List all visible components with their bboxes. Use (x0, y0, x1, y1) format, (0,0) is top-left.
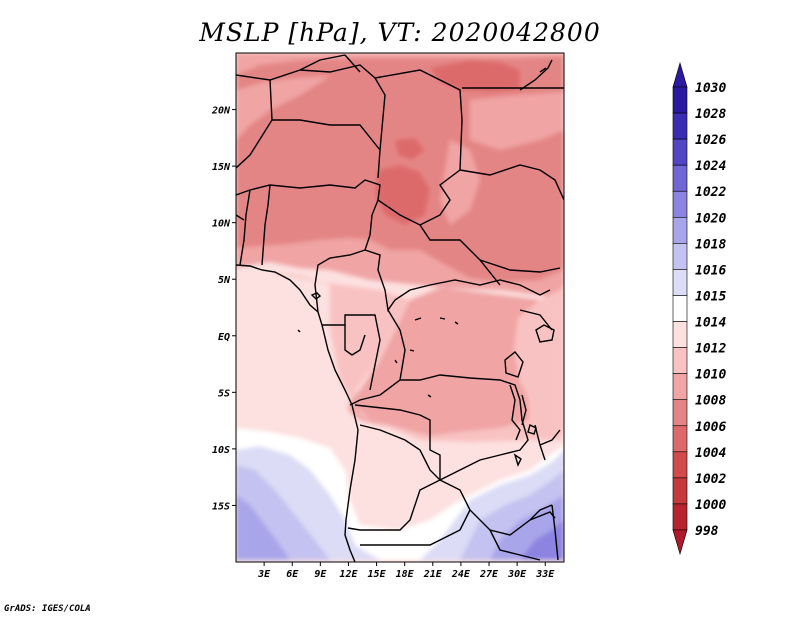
colorbar-swatch (672, 164, 688, 192)
colorbar-swatch (672, 347, 688, 374)
colorbar-label: 1008 (695, 394, 726, 409)
colorbar-label: 1020 (695, 211, 726, 226)
colorbar-label: 1024 (695, 159, 726, 174)
colorbar-swatch (672, 190, 688, 218)
colorbar-swatch (672, 503, 688, 531)
lon-tick-label: 21E (423, 569, 443, 580)
lat-tick-label: 15N (212, 162, 231, 173)
colorbar-label: 1012 (695, 342, 726, 357)
lat-tick-label: 5N (218, 275, 231, 286)
colorbar-swatch (672, 112, 688, 140)
lon-tick-label: 33E (535, 569, 555, 580)
colorbar-label: 1030 (695, 81, 726, 96)
colorbar-label: 1014 (695, 316, 726, 331)
colorbar-label: 1006 (695, 420, 726, 435)
lon-tick-label: 12E (339, 569, 358, 580)
colorbar-swatch (672, 295, 688, 322)
colorbar-label: 1000 (695, 498, 726, 513)
colorbar-label: 1015 (695, 289, 726, 304)
colorbar-under-arrow (672, 529, 688, 556)
lon-tick-label: 15E (368, 569, 387, 580)
lat-tick-label: 5S (218, 388, 230, 399)
colorbar-swatch (672, 321, 688, 348)
lon-tick-label: 27E (479, 569, 499, 580)
pressure-field (236, 53, 564, 562)
lat-tick-label: 15S (212, 501, 230, 512)
colorbar-swatch (672, 216, 688, 244)
colorbar: 998 1000 1002 1004 1006 1008 1010 1012 1014 1015 1… (672, 61, 726, 556)
colorbar-label: 1004 (695, 446, 726, 461)
lat-tick-label: 20N (211, 106, 231, 117)
lat-tick-label: EQ (218, 332, 230, 343)
lon-tick-label: 18E (396, 569, 415, 580)
lon-tick-label: 3E (257, 569, 271, 580)
map-frame (235, 52, 565, 563)
colorbar-label: 998 (695, 524, 719, 539)
colorbar-label: 1016 (695, 263, 726, 278)
map-title: MSLP [hPa], VT: 2020042800 (199, 18, 601, 47)
colorbar-label: 1010 (695, 368, 726, 383)
lon-tick-label: 24E (451, 569, 471, 580)
colorbar-label: 1028 (695, 107, 726, 122)
boundaries (236, 54, 564, 562)
grads-credit: GrADS: IGES/COLA (4, 604, 91, 614)
colorbar-label: 1002 (695, 472, 726, 487)
colorbar-label: 1022 (695, 185, 726, 200)
latitude-axis: 20N 15N 10N 5N EQ 5S 10S 15S (211, 106, 236, 512)
colorbar-swatch (672, 243, 688, 270)
colorbar-swatch (672, 269, 688, 296)
colorbar-swatch (672, 373, 688, 401)
colorbar-swatch (672, 399, 688, 427)
colorbar-swatch (672, 86, 688, 114)
colorbar-swatch (672, 425, 688, 453)
colorbar-swatch (672, 477, 688, 505)
lat-tick-label: 10N (212, 219, 231, 230)
colorbar-label: 1026 (695, 133, 726, 148)
colorbar-over-arrow (672, 61, 688, 88)
longitude-axis: 3E 6E 9E 12E 15E 18E 21E 24E 27E 30E 33E (257, 562, 555, 580)
lat-tick-label: 10S (212, 445, 230, 456)
colorbar-swatch (672, 138, 688, 166)
lon-tick-label: 30E (507, 569, 527, 580)
lon-tick-label: 6E (286, 569, 299, 580)
colorbar-label: 1018 (695, 237, 726, 252)
colorbar-swatch (672, 451, 688, 479)
lon-tick-label: 9E (314, 569, 327, 580)
